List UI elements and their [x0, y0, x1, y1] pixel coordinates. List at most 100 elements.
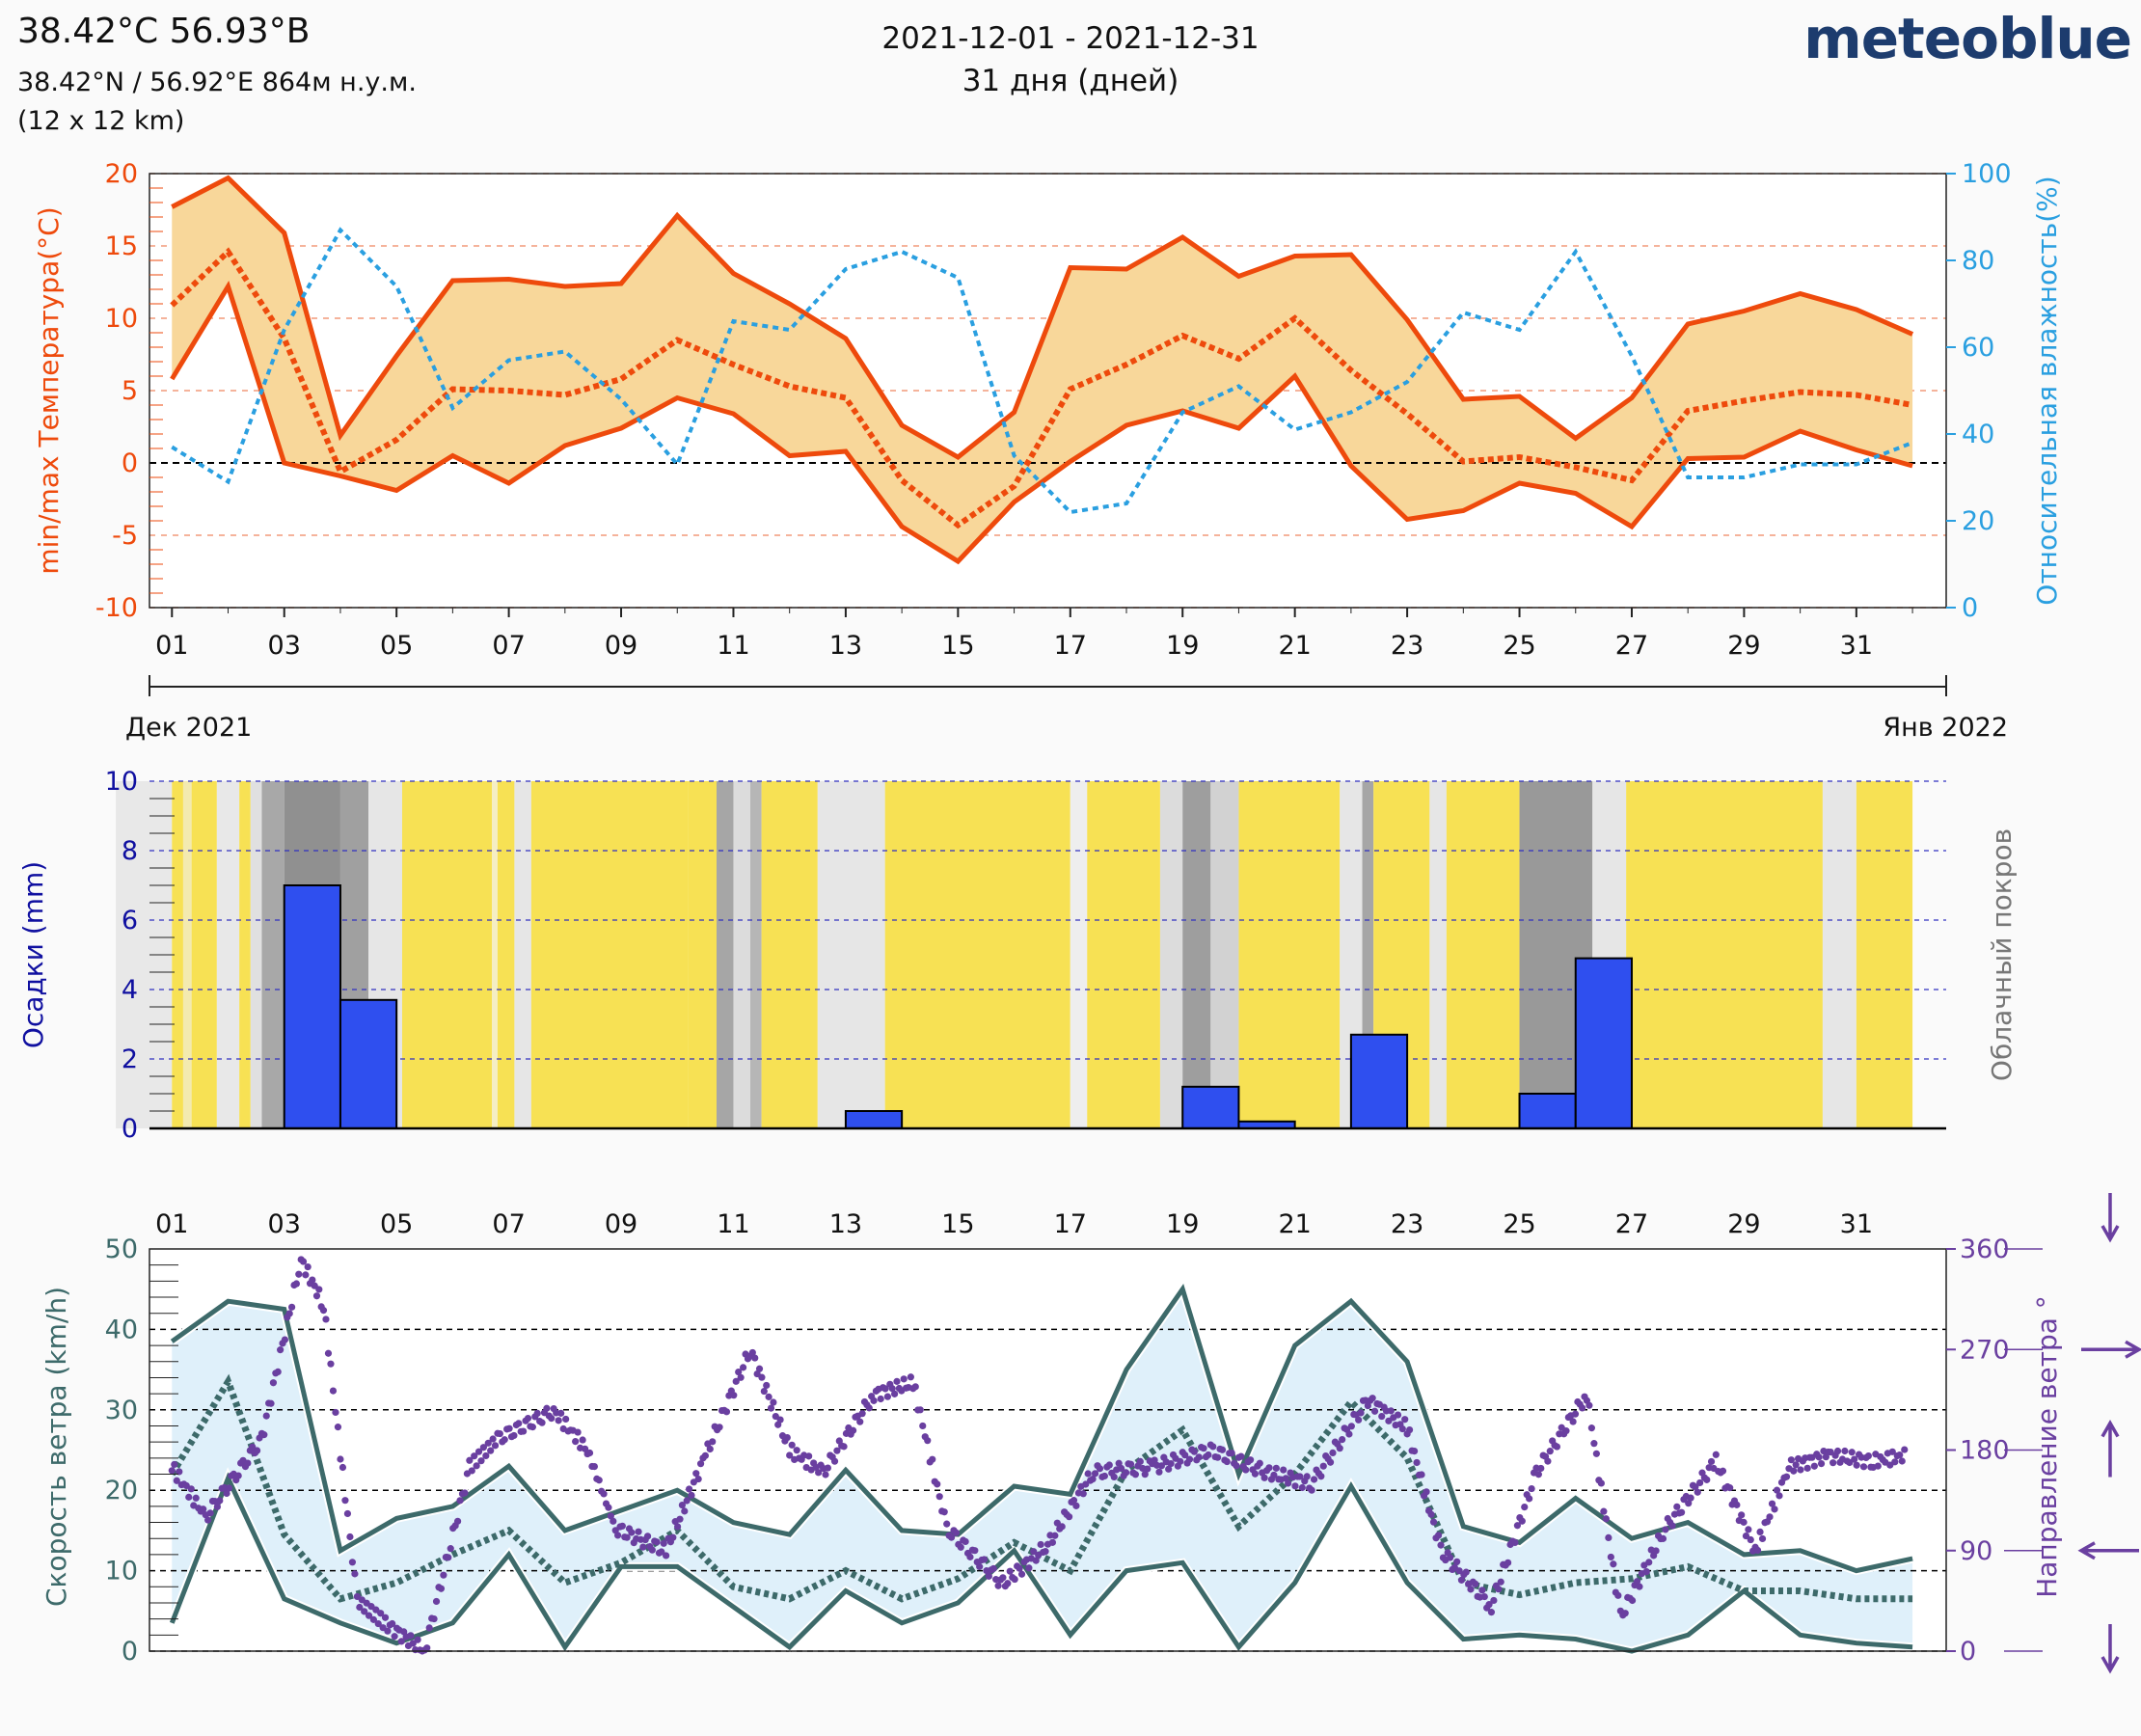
wind-direction-point: [706, 1445, 714, 1453]
wind-direction-point: [663, 1552, 670, 1560]
wind-x-tick-label: 19: [1166, 1209, 1199, 1239]
wind-direction-point: [173, 1477, 180, 1484]
wind-direction-point: [947, 1533, 956, 1541]
wind-tick-label: 0: [122, 1637, 138, 1667]
wind-direction-point: [423, 1644, 431, 1652]
wind-direction-point: [1733, 1501, 1741, 1508]
wind-direction-point: [763, 1381, 771, 1390]
wind-direction-point: [678, 1501, 686, 1509]
direction-arrow-shape: [2100, 1624, 2120, 1674]
wind-direction-point: [543, 1404, 551, 1412]
x-tick-label: 25: [1503, 631, 1535, 661]
wind-direction-point: [533, 1409, 541, 1418]
wind-direction-point: [1571, 1410, 1580, 1418]
wind-direction-point: [1896, 1451, 1904, 1459]
wind-direction-point: [299, 1258, 308, 1265]
x-tick-label: 03: [268, 631, 301, 661]
wind-direction-point: [487, 1447, 495, 1454]
wind-direction-point: [1642, 1567, 1650, 1576]
wind-direction-point: [381, 1614, 390, 1621]
wind-direction-point: [1091, 1470, 1099, 1478]
wind-x-tick-label: 15: [941, 1209, 974, 1239]
cloud-band: [530, 781, 638, 1128]
wind-direction-point: [935, 1493, 943, 1501]
wind-direction-point: [1853, 1461, 1860, 1469]
wind-direction-point: [924, 1437, 932, 1445]
wind-x-tick-label: 31: [1840, 1209, 1873, 1239]
wind-direction-point: [1687, 1494, 1694, 1502]
wind-direction-point: [1190, 1448, 1198, 1455]
wind-direction-point: [934, 1480, 941, 1488]
wind-direction-point: [176, 1468, 183, 1476]
direction-arrow-shape: [2077, 1541, 2139, 1560]
wind-direction-point: [1165, 1465, 1173, 1473]
wind-direction-point: [324, 1349, 333, 1357]
wind-direction-point: [572, 1437, 580, 1446]
wind-direction-point: [999, 1574, 1007, 1582]
wind-direction-point: [676, 1515, 684, 1523]
wind-direction-point: [1771, 1505, 1778, 1513]
wind-direction-point: [440, 1571, 447, 1579]
wind-direction-point: [1673, 1503, 1681, 1510]
wind-direction-point: [739, 1364, 747, 1371]
wind-direction-point: [356, 1603, 364, 1612]
wind-x-tick-label: 01: [155, 1209, 188, 1239]
cloud-axis-title: Облачный покров: [1986, 828, 2018, 1081]
wind-direction-point: [1370, 1407, 1379, 1415]
wind-direction-point: [1587, 1424, 1595, 1432]
direction-tick-label: 270: [1960, 1335, 2010, 1365]
wind-direction-point: [1228, 1450, 1235, 1457]
wind-direction-point: [1605, 1533, 1613, 1542]
cloud-band: [717, 781, 734, 1128]
wind-direction-point: [484, 1439, 492, 1447]
wind-direction-point: [833, 1447, 841, 1454]
precip-bar: [1518, 1093, 1577, 1129]
wind-direction-point: [1636, 1583, 1643, 1590]
wind-direction-point: [1096, 1465, 1104, 1473]
wind-direction-point: [1242, 1466, 1250, 1474]
wind-direction-point: [1310, 1476, 1318, 1483]
wind-direction-point: [701, 1451, 709, 1459]
wind-direction-point: [618, 1522, 626, 1530]
humidity-tick-label: 0: [1962, 593, 1978, 623]
wind-direction-point: [1453, 1558, 1461, 1565]
wind-direction-point: [482, 1451, 490, 1460]
wind-x-tick-label: 17: [1054, 1209, 1087, 1239]
temp-tick-label: -10: [95, 593, 138, 623]
temp-tick-label: 10: [105, 304, 138, 334]
wind-direction-point: [168, 1467, 176, 1475]
wind-direction-point: [1521, 1504, 1529, 1511]
direction-arrow-shape: [2100, 1193, 2120, 1243]
cloud-band: [1210, 781, 1239, 1128]
cloud-band: [749, 781, 762, 1128]
brand-logo[interactable]: meteoblue: [1803, 6, 2132, 71]
location-title: 38.42°C 56.93°B: [17, 12, 311, 51]
wind-direction-point: [302, 1271, 310, 1279]
cloud-band: [733, 781, 750, 1128]
cloud-band: [1182, 781, 1211, 1128]
wind-direction-point: [1703, 1476, 1711, 1483]
wind-direction-point: [858, 1410, 866, 1418]
wind-direction-point: [1485, 1601, 1493, 1609]
wind-direction-point: [1467, 1586, 1475, 1593]
wind-direction-point: [1072, 1502, 1080, 1509]
wind-direction-point: [1526, 1495, 1533, 1503]
grid-resolution: (12 x 12 km): [17, 106, 185, 136]
wind-direction-point: [1051, 1532, 1059, 1539]
wind-direction-point: [595, 1477, 603, 1484]
wind-direction-point: [1590, 1440, 1598, 1448]
wind-direction-point: [793, 1447, 800, 1454]
wind-direction-point: [1694, 1488, 1701, 1496]
precip-bar: [844, 1110, 904, 1129]
wind-direction-point: [980, 1556, 989, 1563]
humidity-axis-title: Относительная влажность(%): [2031, 176, 2063, 605]
wind-direction-point: [1888, 1448, 1896, 1455]
wind-direction-point: [1553, 1443, 1561, 1451]
wind-direction-point: [477, 1457, 485, 1465]
cloud-band: [239, 781, 251, 1128]
wind-direction-point: [1696, 1478, 1704, 1487]
wind-direction-point: [329, 1387, 338, 1395]
wind-direction-point: [548, 1415, 556, 1423]
cloud-band: [1446, 781, 1520, 1128]
